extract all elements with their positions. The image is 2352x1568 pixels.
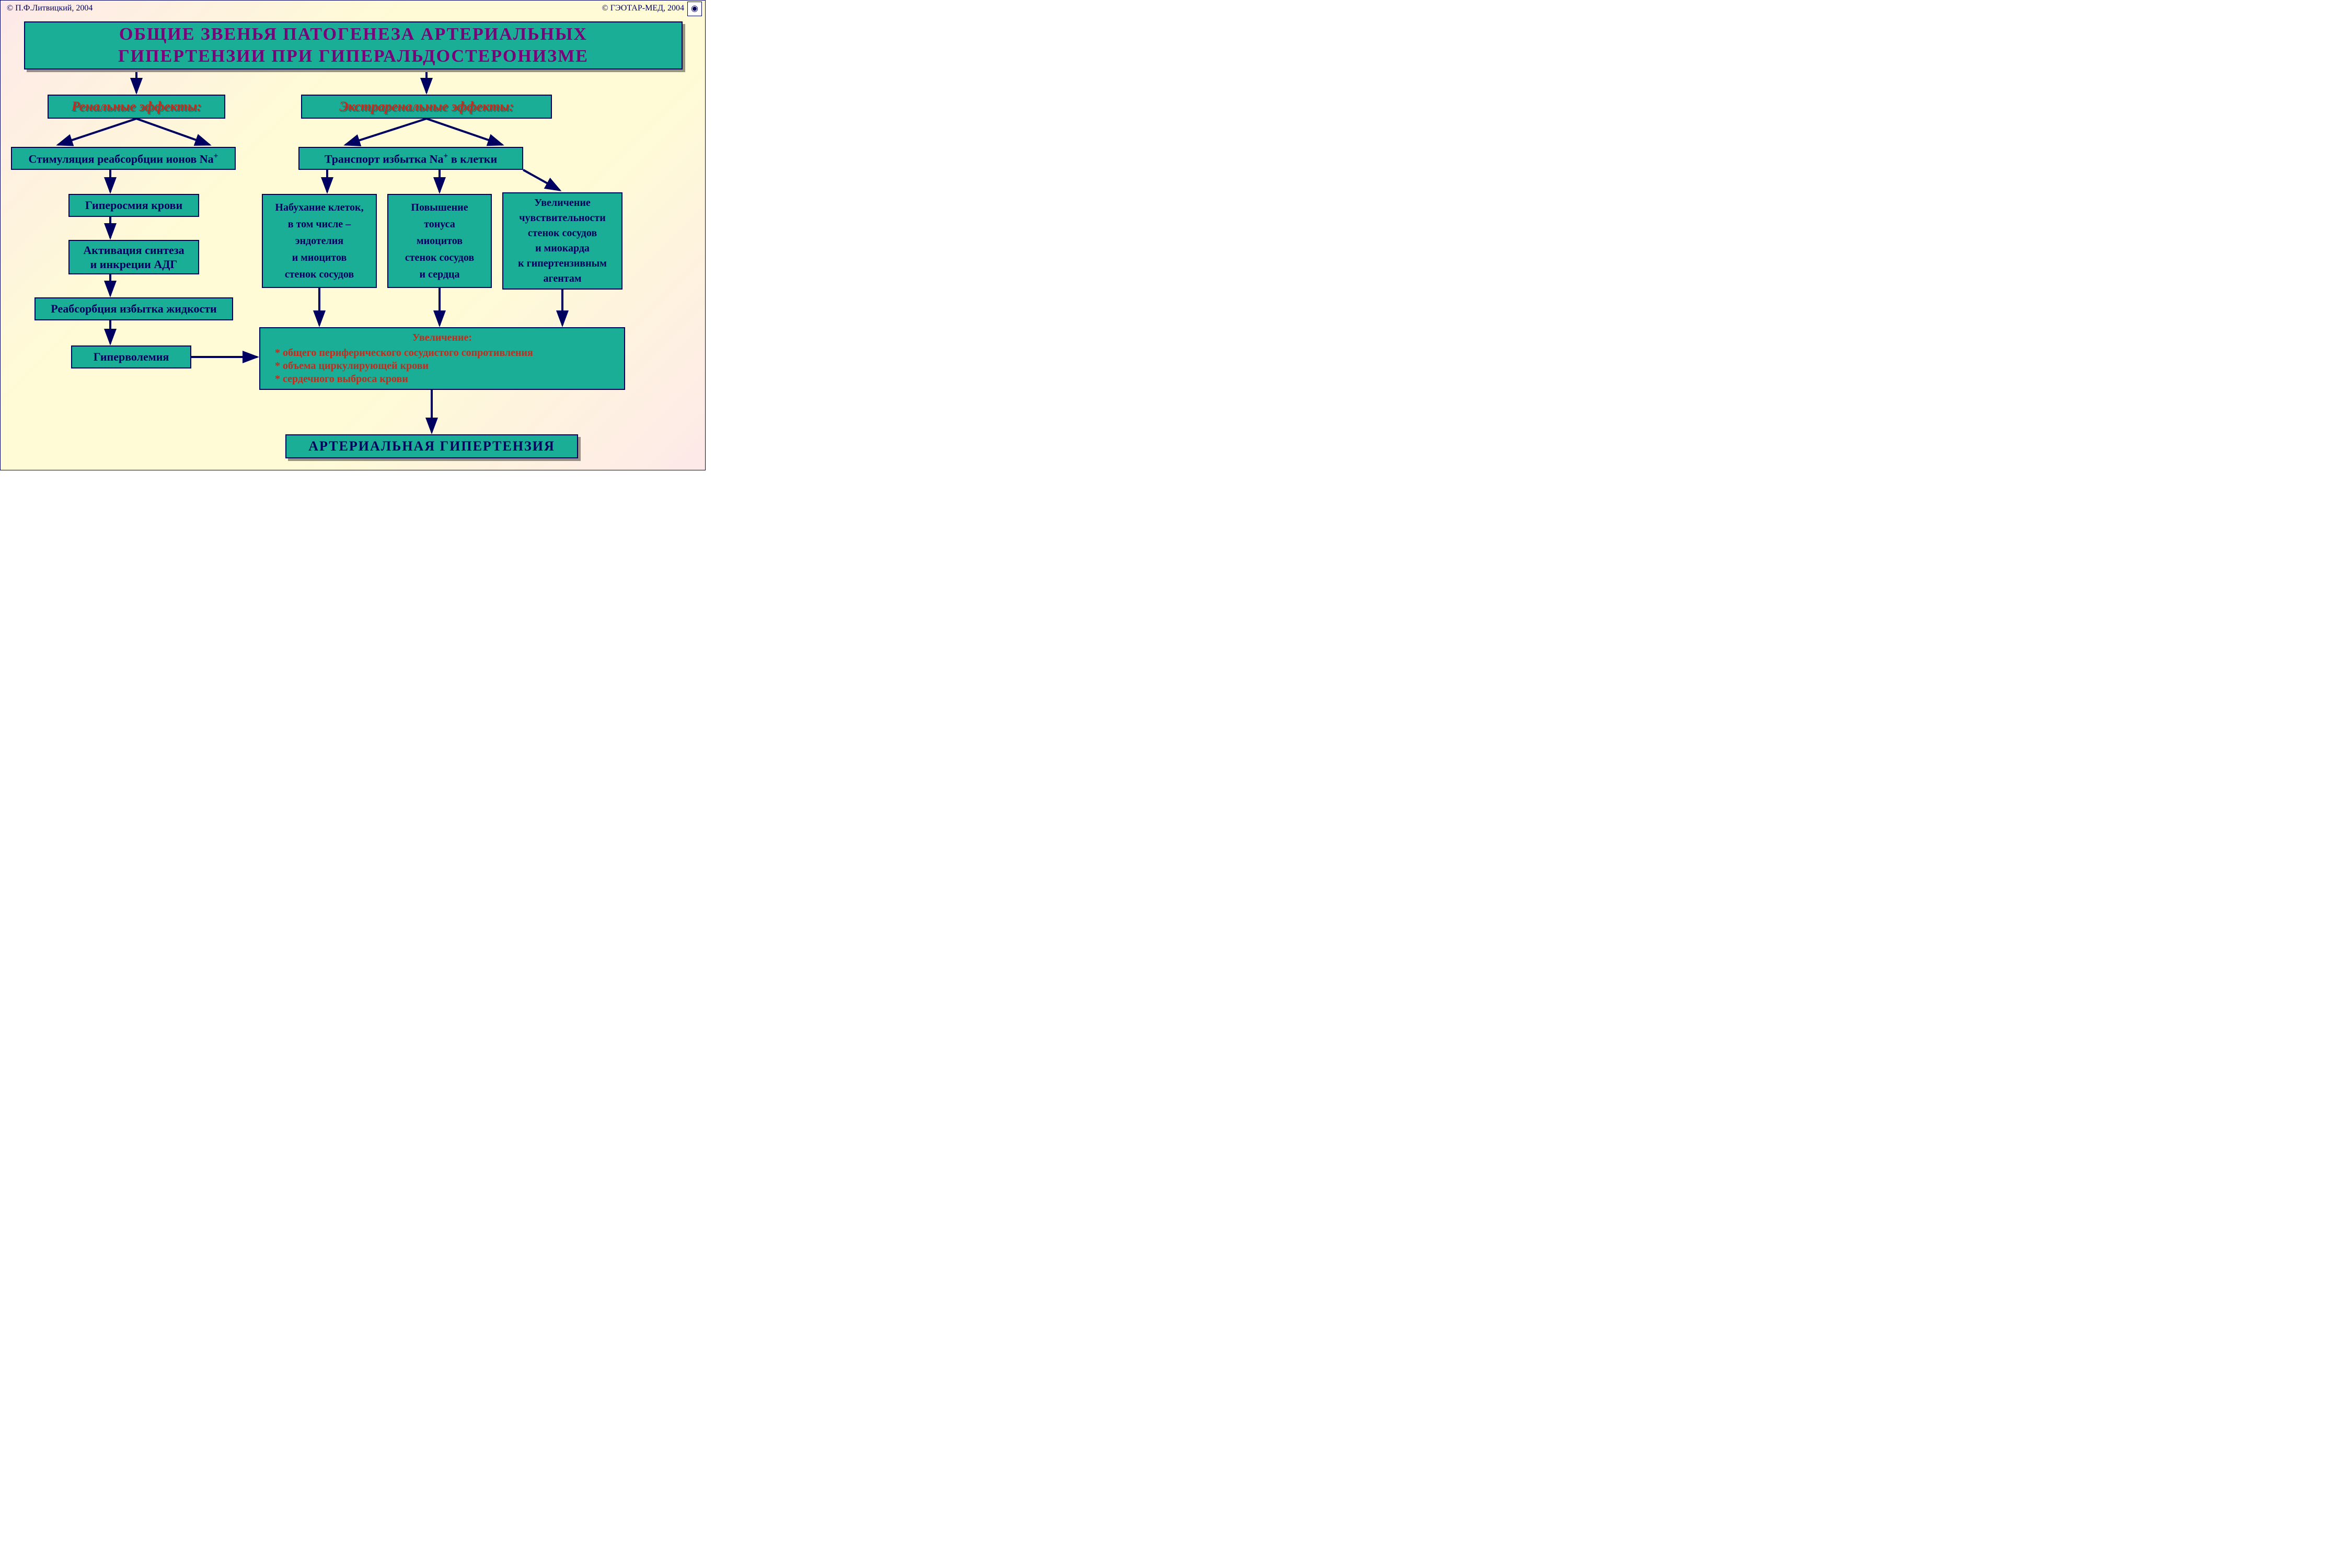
renal-node-4: Реабсорбция избытка жидкости bbox=[34, 297, 233, 320]
diagram-canvas: © П.Ф.Литвицкий, 2004 © ГЭОТАР-МЕД, 2004… bbox=[0, 0, 706, 470]
renal-node-1: Стимуляция реабсорбции ионов Na+ bbox=[11, 147, 236, 170]
subhead-renal: Ренальные эффекты: bbox=[48, 95, 225, 119]
extra-col-3: Увеличение чувствительности стенок сосуд… bbox=[502, 192, 622, 290]
increase-bullet-3: * сердечного выброса крови bbox=[266, 373, 619, 386]
final-box: АРТЕРИАЛЬНАЯ ГИПЕРТЕНЗИЯ bbox=[285, 434, 578, 458]
copyright-right: © ГЭОТАР-МЕД, 2004 bbox=[602, 4, 684, 13]
increase-box: Увеличение: * общего периферического сос… bbox=[259, 327, 625, 390]
increase-header: Увеличение: bbox=[266, 331, 619, 344]
extra-col-1: Набухание клеток, в том числе – эндотели… bbox=[262, 194, 377, 288]
title-line2: ГИПЕРТЕНЗИИ ПРИ ГИПЕРАЛЬДОСТЕРОНИЗМЕ bbox=[118, 45, 589, 68]
title-box: ОБЩИЕ ЗВЕНЬЯ ПАТОГЕНЕЗА АРТЕРИАЛЬНЫХ ГИП… bbox=[24, 21, 683, 70]
title-line1: ОБЩИЕ ЗВЕНЬЯ ПАТОГЕНЕЗА АРТЕРИАЛЬНЫХ bbox=[119, 24, 587, 46]
increase-bullet-1: * общего периферического сосудистого соп… bbox=[266, 347, 619, 360]
renal-node-3: Активация синтеза и инкреции АДГ bbox=[68, 240, 199, 274]
logo-icon: ◉ bbox=[687, 2, 702, 16]
extra-node-1: Транспорт избытка Na+ в клетки bbox=[298, 147, 523, 170]
subhead-extrarenal: Экстраренальные эффекты: bbox=[301, 95, 552, 119]
copyright-left: © П.Ф.Литвицкий, 2004 bbox=[7, 4, 93, 13]
increase-bullet-2: * объема циркулирующей крови bbox=[266, 360, 619, 373]
renal-node-5: Гиперволемия bbox=[71, 345, 191, 368]
renal-node-2: Гиперосмия крови bbox=[68, 194, 199, 217]
extra-col-2: Повышение тонуса миоцитов стенок сосудов… bbox=[387, 194, 492, 288]
